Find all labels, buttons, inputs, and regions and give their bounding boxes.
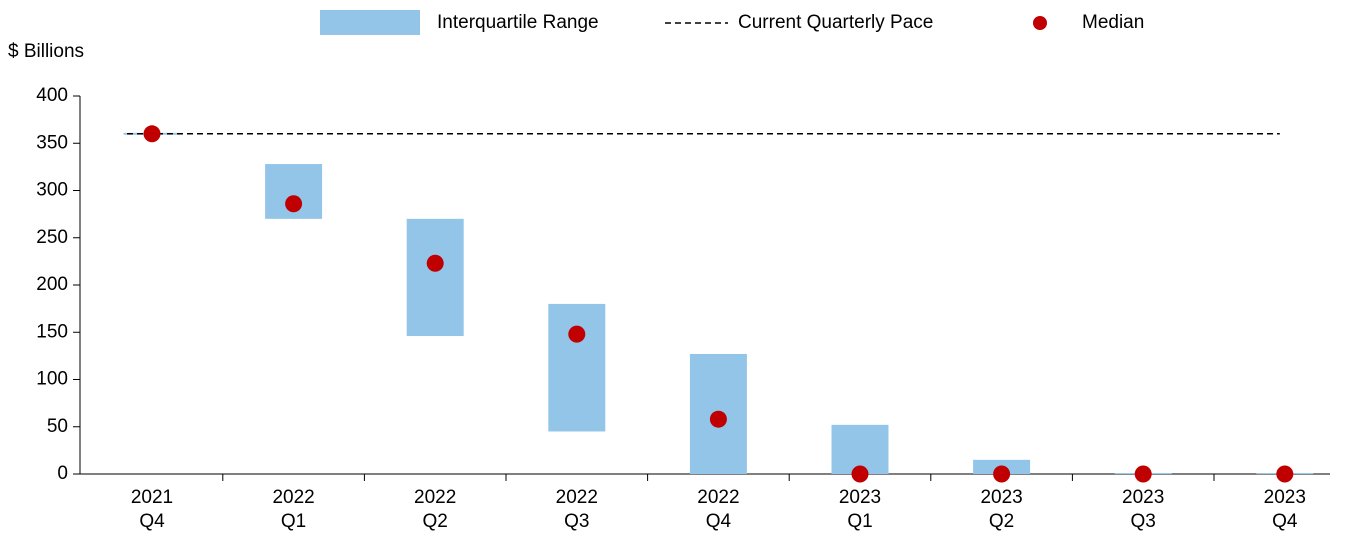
median-dot — [993, 465, 1011, 483]
x-tick-label: Q4 — [139, 511, 165, 532]
legend-swatch — [320, 10, 420, 35]
x-tick-label: Q3 — [1131, 511, 1156, 532]
y-tick-label: 400 — [36, 85, 68, 106]
x-tick-label: 2023 — [1122, 487, 1164, 508]
median-dot — [1134, 465, 1152, 483]
x-tick-label: 2022 — [272, 487, 314, 508]
x-tick-label: 2023 — [1264, 487, 1306, 508]
legend-label: Interquartile Range — [437, 12, 599, 33]
x-tick-label: Q1 — [847, 511, 872, 532]
median-dot — [851, 465, 869, 483]
x-tick-label: Q4 — [706, 511, 732, 532]
x-tick-label: Q3 — [564, 511, 589, 532]
y-tick-label: 0 — [57, 463, 68, 484]
x-tick-label: 2022 — [697, 487, 739, 508]
median-dot — [1276, 465, 1294, 483]
x-tick-label: Q1 — [281, 511, 306, 532]
x-tick-label: Q2 — [423, 511, 448, 532]
x-tick-label: 2022 — [414, 487, 456, 508]
y-tick-label: 200 — [36, 274, 68, 295]
x-tick-label: 2023 — [839, 487, 881, 508]
x-tick-label: 2022 — [556, 487, 598, 508]
legend-swatch — [1033, 16, 1047, 30]
y-axis-label: $ Billions — [8, 41, 84, 62]
y-tick-label: 50 — [47, 416, 68, 437]
legend-label: Median — [1082, 12, 1144, 33]
median-dot — [568, 325, 586, 343]
x-tick-label: 2021 — [131, 487, 173, 508]
x-tick-label: 2023 — [980, 487, 1022, 508]
legend-label: Current Quarterly Pace — [738, 12, 933, 33]
median-dot — [143, 125, 161, 143]
median-dot — [285, 195, 303, 213]
x-tick-label: Q2 — [989, 511, 1014, 532]
median-dot — [709, 410, 727, 428]
y-tick-label: 100 — [36, 369, 68, 390]
y-tick-label: 250 — [36, 227, 68, 248]
y-tick-label: 350 — [36, 132, 68, 153]
range-bar — [548, 303, 606, 432]
x-tick-label: Q4 — [1272, 511, 1298, 532]
y-tick-label: 150 — [36, 321, 68, 342]
median-dot — [426, 254, 444, 272]
y-tick-label: 300 — [36, 180, 68, 201]
range-bar — [406, 218, 464, 337]
